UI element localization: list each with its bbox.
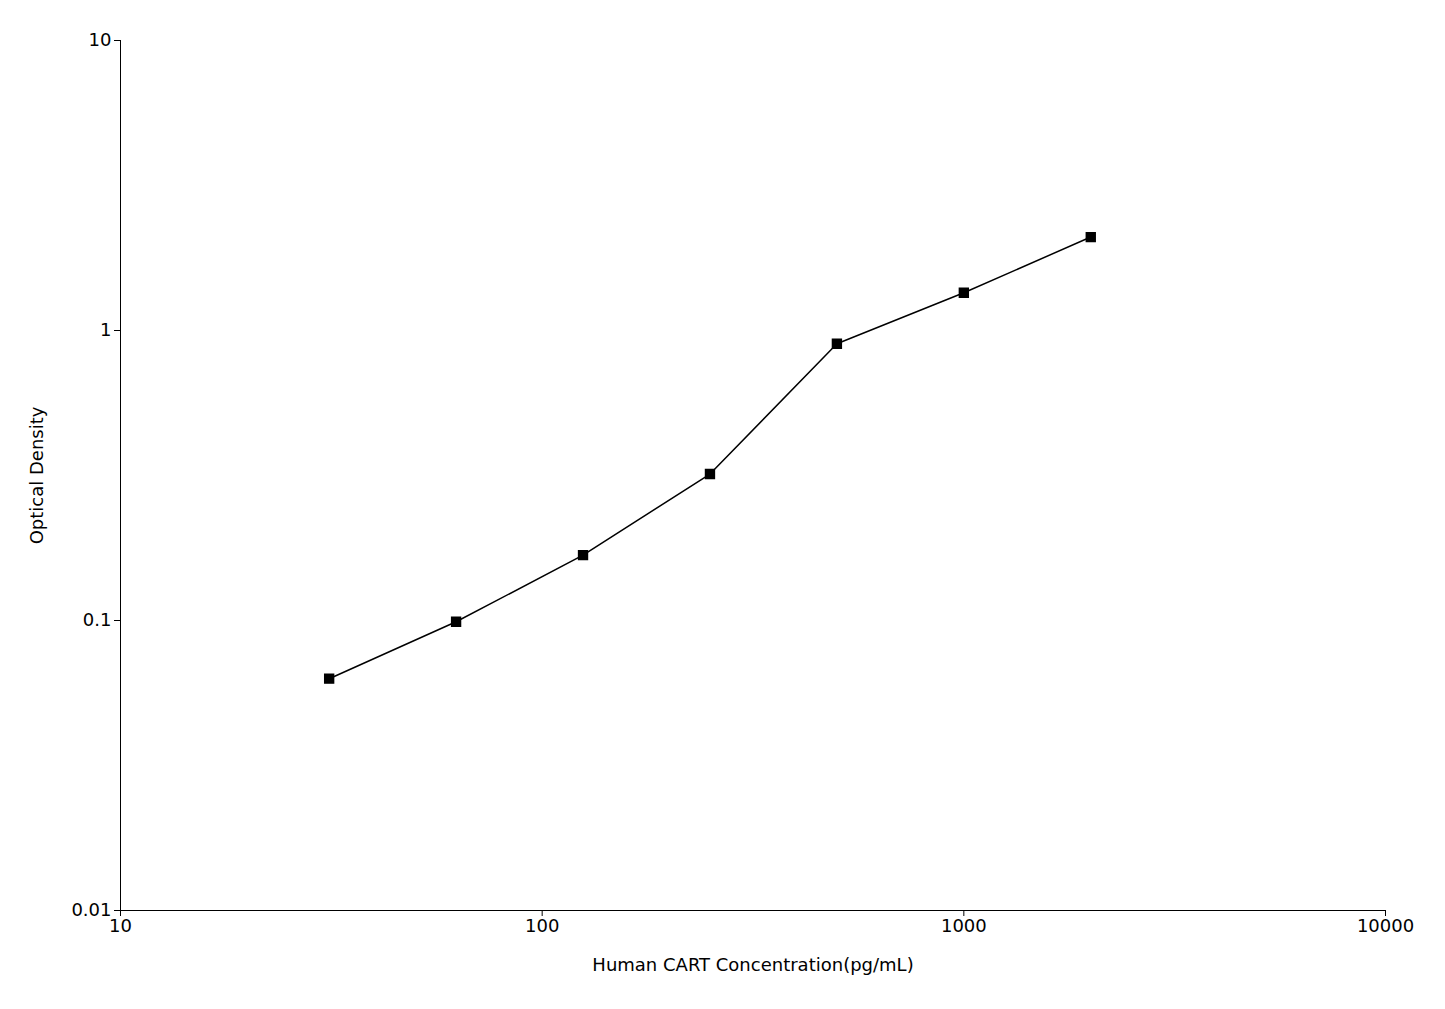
svg-text:100: 100 (525, 915, 559, 936)
svg-text:10: 10 (89, 29, 112, 50)
svg-text:Optical Density: Optical Density (26, 406, 47, 544)
svg-text:Human CART Concentration(pg/mL: Human CART Concentration(pg/mL) (592, 954, 913, 975)
svg-text:10: 10 (109, 915, 132, 936)
svg-text:10000: 10000 (1357, 915, 1414, 936)
svg-text:0.1: 0.1 (83, 609, 112, 630)
svg-text:0.01: 0.01 (71, 899, 111, 920)
svg-text:1: 1 (100, 319, 111, 340)
svg-text:1000: 1000 (941, 915, 987, 936)
